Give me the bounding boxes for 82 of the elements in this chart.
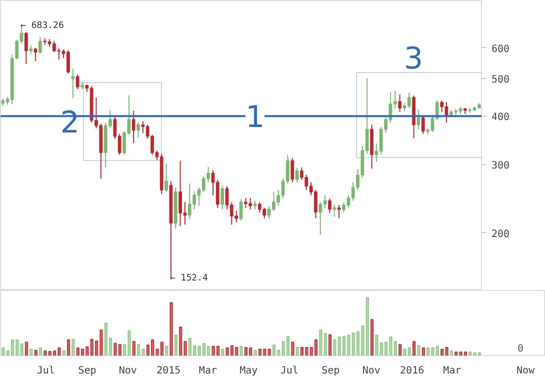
candlestick [290,157,294,183]
bar [170,302,173,356]
y-tick-label: 400 [492,112,510,124]
bar [422,348,425,356]
candlestick [239,198,243,222]
bar [268,348,271,356]
bar [324,333,327,356]
bar [230,345,234,356]
bar [286,336,290,356]
bar [468,352,472,356]
bar [244,346,248,356]
bar [333,339,336,356]
bar [62,350,66,356]
bar [216,346,220,356]
bar [24,342,28,356]
candlestick [164,162,168,192]
y-tick-label: 500 [492,74,510,86]
bar [240,346,243,356]
bar [10,339,14,356]
bar [478,352,481,356]
bar [319,330,322,356]
candlestick [132,110,136,144]
bar [254,350,257,356]
bar [2,348,5,356]
candlestick [24,31,28,65]
x-tick-label: May [240,366,258,376]
bar [314,339,318,356]
y-tick-label: 200 [492,228,510,240]
bar [296,346,299,356]
x-tick-label: Jul [280,366,298,376]
candlestick [337,204,341,219]
bar [370,319,374,356]
bar [221,348,224,356]
x-tick-label: Jul [36,366,55,376]
bar [398,344,402,356]
x-tick-label: Sep [322,366,340,376]
bar [30,348,33,356]
bar [38,348,42,356]
candlestick [220,184,224,210]
x-tick-label: Nov [362,366,380,376]
bar [67,339,70,356]
bar [300,346,304,356]
annotation: ← 152.4 [170,274,208,284]
candlestick [398,94,402,112]
candlestick [71,68,75,99]
x-tick-label: Mar [198,366,217,376]
bar [417,345,420,356]
bar [165,346,168,356]
x-tick-label: Mar [443,366,462,376]
candlestick [136,122,140,138]
bar [34,350,38,356]
annotation: 3 [404,42,424,76]
annotation: 0 [517,344,524,354]
annotation: 2 [60,106,80,140]
candlestick [332,204,336,218]
bar [272,344,276,356]
bar [72,338,75,356]
y-tick-label: 600 [492,44,510,55]
candlestick [407,92,411,108]
bar [258,348,262,356]
candlestick [34,47,38,62]
bar [20,343,24,356]
bar [412,341,416,356]
bar [328,334,332,356]
candlestick [76,74,80,90]
x-tick-label: 2016 [400,366,424,376]
candlestick [318,202,322,236]
annotation: 1 [245,100,265,136]
x-tick-label: Sep [78,366,96,376]
candlestick [38,36,42,54]
x-tick-label: Now [516,366,536,376]
x-tick-label: Nov [118,366,137,376]
bar [132,341,136,356]
bar [291,342,294,356]
bar [450,350,453,356]
candlestick [328,198,332,214]
bar [174,334,178,356]
x-tick-label: 2015 [156,366,181,376]
y-tick-label: 300 [492,160,510,172]
bar [44,350,47,356]
annotation: ← 683.26 [20,21,64,31]
candlestick [421,116,425,134]
